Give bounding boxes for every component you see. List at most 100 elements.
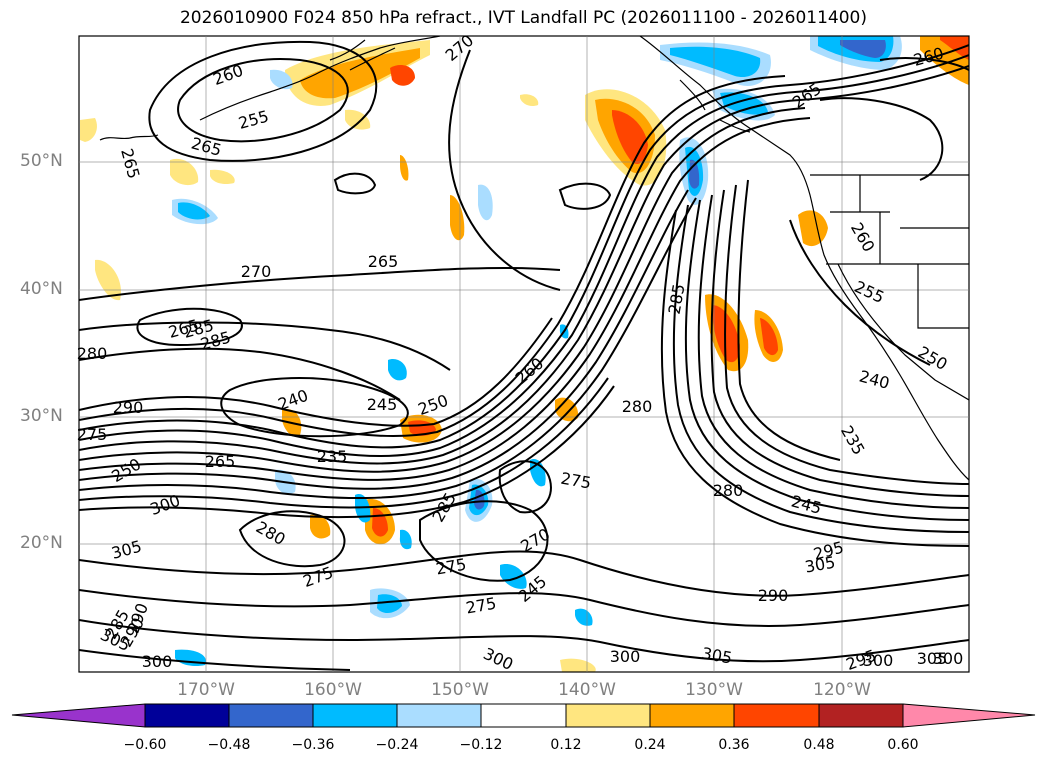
- contour-line: [79, 197, 697, 500]
- anomaly-patch: [377, 594, 402, 614]
- colorbar-segment: [649, 703, 735, 728]
- contour-line: [79, 107, 806, 473]
- contour-line: [660, 209, 969, 547]
- colorbar-tick-label: −0.12: [459, 737, 503, 753]
- contour-line: [79, 649, 351, 671]
- colorbar-segment: [565, 703, 651, 728]
- contour-line: [79, 385, 615, 519]
- contour-line: [79, 377, 609, 509]
- contour-line: [79, 117, 811, 481]
- contour-label: 290: [113, 398, 144, 417]
- colorbar-tick-label: 0.48: [803, 737, 835, 753]
- contour-line: [558, 182, 612, 210]
- anomaly-patch: [210, 169, 235, 185]
- contour-line: [136, 307, 243, 347]
- contour-label: 300: [933, 649, 964, 668]
- contour-line: [177, 58, 349, 143]
- contour-label: 240: [857, 367, 891, 393]
- contour-label: 275: [559, 469, 592, 493]
- contour-line: [79, 75, 786, 438]
- contour-label: 300: [863, 651, 894, 670]
- colorbar-tick-label: −0.36: [291, 737, 335, 753]
- latitude-label: 40°N: [20, 279, 63, 299]
- anomaly-patch: [670, 46, 761, 78]
- anomaly-patch: [575, 608, 593, 626]
- contour-line: [79, 321, 451, 371]
- contour-label: 270: [241, 262, 272, 281]
- contour-label: 280: [622, 397, 653, 416]
- anomaly-patch: [345, 109, 371, 130]
- anomaly-patch: [170, 158, 199, 186]
- contour-line: [79, 44, 969, 449]
- colorbar-segment: [228, 703, 314, 728]
- colorbar-tick-label: 0.24: [634, 737, 666, 753]
- contour-line: [79, 54, 969, 457]
- contour-label: 250: [416, 391, 451, 419]
- contour-label: 295: [811, 538, 845, 564]
- graticule: [79, 36, 969, 672]
- colorbar-tick-label: 0.12: [550, 737, 582, 753]
- colorbar-segment: [480, 703, 567, 728]
- contour-line: [79, 65, 969, 465]
- colorbar-segment: [144, 703, 230, 728]
- anomaly-patch: [555, 397, 579, 422]
- contour-label: 305: [917, 649, 948, 668]
- contour-label: 255: [236, 107, 270, 133]
- colorbar-segment: [11, 703, 146, 728]
- contour-line: [789, 219, 931, 366]
- anomaly-patch: [80, 118, 97, 142]
- anomaly-patch: [500, 564, 527, 589]
- contour-label: 250: [108, 454, 144, 486]
- colorbar-tick-label: −0.60: [123, 737, 167, 753]
- anomaly-patch: [450, 195, 465, 241]
- contour-label: 260: [211, 61, 246, 89]
- colorbar-segment: [818, 703, 904, 728]
- colorbar-tick-label: 0.36: [718, 737, 750, 753]
- contour-line: [79, 619, 969, 663]
- contour-label: 300: [480, 644, 516, 674]
- map-title: 2026010900 F024 850 hPa refract., IVT La…: [179, 8, 867, 28]
- contour-label: 300: [610, 647, 641, 666]
- contour-label: 255: [851, 277, 887, 307]
- colorbar-tick-label: −0.24: [375, 737, 419, 753]
- contour-line: [79, 266, 561, 301]
- coastline-layer: [99, 36, 969, 481]
- contour-label: 265: [205, 452, 236, 471]
- coastline: [199, 36, 441, 121]
- contour-label: 285: [665, 282, 689, 315]
- anomaly-patch: [399, 529, 412, 550]
- colorbar-segment: [312, 703, 398, 728]
- contour-line: [737, 179, 841, 461]
- anomaly-patch: [178, 202, 210, 220]
- contour-line: [79, 550, 969, 597]
- colorbar: [11, 703, 1036, 728]
- anomaly-patch: [798, 210, 828, 247]
- contour-line: [879, 57, 969, 71]
- contour-line: [448, 49, 561, 291]
- longitude-label: 170°W: [177, 680, 235, 700]
- anomaly-patch: [390, 65, 415, 86]
- contour-line: [79, 589, 969, 627]
- contour-line: [333, 172, 377, 195]
- contour-line: [79, 189, 689, 490]
- longitude-label: 160°W: [304, 680, 362, 700]
- latitude-label: 50°N: [20, 151, 63, 171]
- anomaly-patch: [720, 92, 768, 115]
- anomaly-patch: [388, 359, 407, 381]
- contour-label: 235: [317, 447, 348, 466]
- anomaly-patch: [310, 514, 331, 539]
- contour-label: 275: [77, 425, 108, 444]
- anomaly-patch: [940, 36, 969, 60]
- state-border: [837, 263, 969, 401]
- contour-layer: [79, 40, 969, 671]
- contour-line: [220, 377, 409, 438]
- contour-label: 290: [758, 586, 789, 605]
- anomaly-patch: [478, 184, 493, 221]
- contour-label: 305: [109, 537, 143, 563]
- coastline: [639, 36, 969, 481]
- anomaly-patch: [760, 318, 778, 356]
- longitude-label: 120°W: [813, 680, 871, 700]
- contour-line: [697, 194, 969, 509]
- longitude-label: 140°W: [558, 680, 616, 700]
